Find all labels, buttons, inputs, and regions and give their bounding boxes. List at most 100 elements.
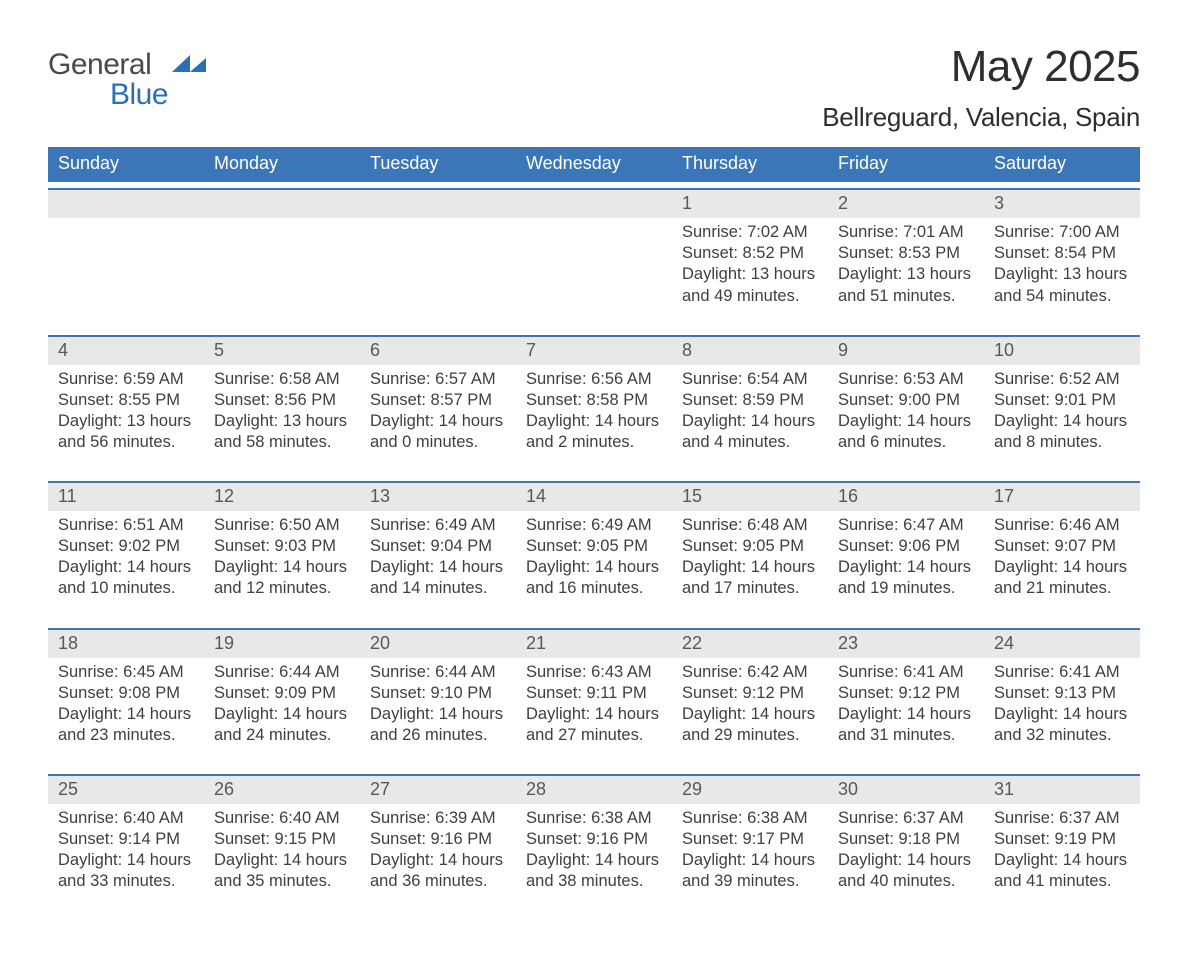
day-body: Sunrise: 6:37 AMSunset: 9:18 PMDaylight:…: [828, 804, 984, 892]
sunset-value: 8:56 PM: [275, 391, 336, 409]
sunset-label: Sunset:: [370, 684, 431, 702]
day-cell: 30Sunrise: 6:37 AMSunset: 9:18 PMDayligh…: [828, 774, 984, 914]
day-cell: 11Sunrise: 6:51 AMSunset: 9:02 PMDayligh…: [48, 481, 204, 621]
sunset-value: 8:57 PM: [431, 391, 492, 409]
day-number: 16: [828, 483, 984, 511]
day-cell: 20Sunrise: 6:44 AMSunset: 9:10 PMDayligh…: [360, 628, 516, 768]
sunset-value: 9:04 PM: [431, 537, 492, 555]
day-number: 7: [516, 337, 672, 365]
day-body: Sunrise: 6:42 AMSunset: 9:12 PMDaylight:…: [672, 658, 828, 746]
daylight: Daylight: 14 hours and 32 minutes.: [994, 704, 1130, 746]
location-title: Bellreguard, Valencia, Spain: [822, 102, 1140, 133]
sunset: Sunset: 9:03 PM: [214, 536, 350, 557]
sunset: Sunset: 9:19 PM: [994, 829, 1130, 850]
sunrise: Sunrise: 6:43 AM: [526, 662, 662, 683]
brand-logo: General Blue: [48, 44, 208, 110]
daylight: Daylight: 13 hours and 54 minutes.: [994, 264, 1130, 306]
day-number: [48, 190, 204, 218]
day-cell: 19Sunrise: 6:44 AMSunset: 9:09 PMDayligh…: [204, 628, 360, 768]
sunrise-label: Sunrise:: [58, 663, 123, 681]
day-cell: 26Sunrise: 6:40 AMSunset: 9:15 PMDayligh…: [204, 774, 360, 914]
day-body: Sunrise: 6:37 AMSunset: 9:19 PMDaylight:…: [984, 804, 1140, 892]
sunset-value: 9:13 PM: [1055, 684, 1116, 702]
sunrise-label: Sunrise:: [682, 370, 747, 388]
sunrise-label: Sunrise:: [994, 223, 1059, 241]
sunrise-label: Sunrise:: [838, 223, 903, 241]
daylight: Daylight: 13 hours and 58 minutes.: [214, 411, 350, 453]
sunrise-value: 6:41 AM: [1059, 663, 1120, 681]
sunset-label: Sunset:: [58, 537, 119, 555]
sunrise-value: 7:02 AM: [747, 223, 808, 241]
sunset-label: Sunset:: [214, 391, 275, 409]
sunrise: Sunrise: 6:45 AM: [58, 662, 194, 683]
day-number: 2: [828, 190, 984, 218]
day-body: Sunrise: 6:40 AMSunset: 9:15 PMDaylight:…: [204, 804, 360, 892]
daylight: Daylight: 14 hours and 19 minutes.: [838, 557, 974, 599]
day-number: 5: [204, 337, 360, 365]
day-number: 23: [828, 630, 984, 658]
sunset-label: Sunset:: [838, 684, 899, 702]
day-number: 4: [48, 337, 204, 365]
day-cell: 14Sunrise: 6:49 AMSunset: 9:05 PMDayligh…: [516, 481, 672, 621]
sunset-label: Sunset:: [994, 684, 1055, 702]
brand-word-1: General: [48, 48, 151, 81]
sunset-label: Sunset:: [994, 830, 1055, 848]
sunrise: Sunrise: 6:37 AM: [994, 808, 1130, 829]
sunrise-label: Sunrise:: [370, 370, 435, 388]
day-body: Sunrise: 7:02 AMSunset: 8:52 PMDaylight:…: [672, 218, 828, 306]
sunset-value: 9:05 PM: [587, 537, 648, 555]
sunset: Sunset: 8:52 PM: [682, 243, 818, 264]
sunrise-value: 6:49 AM: [435, 516, 496, 534]
sunrise: Sunrise: 7:02 AM: [682, 222, 818, 243]
day-number: 26: [204, 776, 360, 804]
brand-word-2: Blue: [48, 78, 168, 111]
sunrise-label: Sunrise:: [994, 663, 1059, 681]
sunset-value: 9:12 PM: [743, 684, 804, 702]
sunset-value: 8:59 PM: [743, 391, 804, 409]
weekday-header: Thursday: [672, 147, 828, 182]
sunset-value: 9:05 PM: [743, 537, 804, 555]
sunset-value: 9:16 PM: [587, 830, 648, 848]
sunrise: Sunrise: 6:52 AM: [994, 369, 1130, 390]
day-number: 29: [672, 776, 828, 804]
day-number: 19: [204, 630, 360, 658]
sunset: Sunset: 9:12 PM: [838, 683, 974, 704]
sunset: Sunset: 9:08 PM: [58, 683, 194, 704]
sunrise: Sunrise: 6:40 AM: [58, 808, 194, 829]
sunrise-value: 6:43 AM: [591, 663, 652, 681]
day-cell: 4Sunrise: 6:59 AMSunset: 8:55 PMDaylight…: [48, 335, 204, 475]
sunrise-label: Sunrise:: [214, 809, 279, 827]
day-body: Sunrise: 7:01 AMSunset: 8:53 PMDaylight:…: [828, 218, 984, 306]
day-number: 9: [828, 337, 984, 365]
sunrise-value: 6:42 AM: [747, 663, 808, 681]
daylight: Daylight: 14 hours and 24 minutes.: [214, 704, 350, 746]
daylight-label: Daylight:: [838, 851, 907, 869]
day-number: 11: [48, 483, 204, 511]
sunset-label: Sunset:: [370, 830, 431, 848]
daylight: Daylight: 14 hours and 16 minutes.: [526, 557, 662, 599]
sunrise: Sunrise: 6:54 AM: [682, 369, 818, 390]
daylight-label: Daylight:: [370, 412, 439, 430]
sunset-value: 9:03 PM: [275, 537, 336, 555]
sunrise: Sunrise: 6:38 AM: [526, 808, 662, 829]
sunrise-value: 6:39 AM: [435, 809, 496, 827]
sunrise-value: 6:40 AM: [123, 809, 184, 827]
sunrise: Sunrise: 6:57 AM: [370, 369, 506, 390]
sunset: Sunset: 9:15 PM: [214, 829, 350, 850]
sunrise: Sunrise: 6:41 AM: [994, 662, 1130, 683]
sunset-value: 9:15 PM: [275, 830, 336, 848]
week-row: 25Sunrise: 6:40 AMSunset: 9:14 PMDayligh…: [48, 768, 1140, 914]
sunrise-value: 6:51 AM: [123, 516, 184, 534]
daylight: Daylight: 14 hours and 23 minutes.: [58, 704, 194, 746]
day-body: Sunrise: 6:47 AMSunset: 9:06 PMDaylight:…: [828, 511, 984, 599]
sunset-label: Sunset:: [214, 684, 275, 702]
sunset: Sunset: 9:04 PM: [370, 536, 506, 557]
day-cell: 2Sunrise: 7:01 AMSunset: 8:53 PMDaylight…: [828, 188, 984, 328]
header-row: General Blue May 2025 Bellreguard, Valen…: [48, 44, 1140, 133]
sunset-label: Sunset:: [682, 684, 743, 702]
week-row: 4Sunrise: 6:59 AMSunset: 8:55 PMDaylight…: [48, 329, 1140, 475]
sunset-label: Sunset:: [682, 537, 743, 555]
day-body: Sunrise: 6:51 AMSunset: 9:02 PMDaylight:…: [48, 511, 204, 599]
day-cell-empty: [48, 188, 204, 328]
sunset-value: 9:10 PM: [431, 684, 492, 702]
